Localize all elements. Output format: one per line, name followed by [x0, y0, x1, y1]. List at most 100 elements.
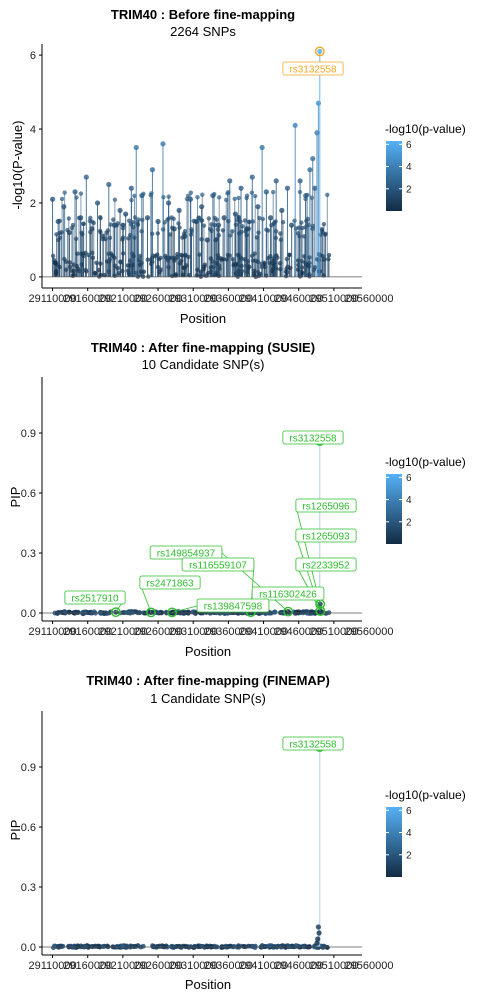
y-tick-label: 0.6: [21, 822, 36, 834]
y-tick-label: 0.9: [21, 428, 36, 440]
snp-points: [49, 48, 323, 277]
snp-point: [232, 196, 237, 202]
snp-label: rs116302426: [259, 590, 317, 601]
snp-point: [50, 253, 56, 259]
snp-point: [66, 229, 73, 236]
snp-point: [141, 269, 147, 274]
snp-point: [250, 944, 256, 949]
snp-point: [59, 196, 65, 202]
snp-label: rs2471863: [146, 579, 194, 590]
highlight-ring: [167, 607, 178, 618]
snp-point: [259, 144, 265, 151]
snp-label: rs149854937: [157, 549, 216, 560]
snp-point: [265, 228, 271, 233]
snp-point: [322, 257, 327, 262]
snp-point: [139, 192, 145, 199]
snp-point: [202, 262, 208, 267]
legend-title: -log10(p-value): [385, 788, 466, 802]
snp-point: [155, 218, 161, 225]
y-tick-label: 0.6: [21, 488, 36, 500]
x-tick-label: 29360000: [204, 626, 253, 638]
snp-point: [160, 141, 166, 147]
snp-point: [252, 268, 257, 274]
snp-point: [252, 193, 258, 199]
snp-point: [304, 218, 309, 224]
snp-point: [166, 194, 171, 199]
snp-point: [153, 253, 158, 259]
snp-point: [165, 200, 172, 206]
snp-point: [137, 262, 143, 267]
snp-point: [219, 944, 225, 949]
snp-point: [78, 191, 84, 196]
panel-finemap-title: TRIM40 : After fine-mapping (FINEMAP): [86, 673, 330, 688]
snp-point: [131, 224, 136, 230]
snp-point: [322, 232, 328, 237]
snp-label-box: [282, 430, 344, 445]
panel-finemap: TRIM40 : After fine-mapping (FINEMAP) 1 …: [8, 673, 466, 992]
snp-point: [237, 231, 242, 236]
snp-point: [100, 233, 106, 239]
snp-point: [171, 226, 177, 232]
snp-point: [312, 185, 318, 191]
snp-point: [227, 943, 233, 949]
snp-label-box: [295, 557, 357, 572]
x-tick-label: 29410000: [239, 960, 288, 972]
snp-point: [73, 236, 79, 241]
snp-point: [176, 221, 181, 226]
x-tick-label: 29460000: [274, 293, 323, 305]
x-tick-label: 29260000: [134, 960, 183, 972]
snp-point: [242, 218, 248, 223]
snp-label: rs116559107: [189, 561, 247, 572]
x-tick-label: 29110000: [28, 293, 76, 305]
panel-finemap-ylabel: PIP: [8, 820, 23, 841]
snp-point: [262, 261, 267, 266]
snp-point: [182, 233, 188, 239]
snp-point: [98, 214, 103, 220]
snp-point: [55, 218, 61, 225]
snp-label: rs1265096: [302, 502, 350, 513]
snp-point: [297, 178, 303, 184]
snp-point: [247, 219, 252, 225]
x-tick-label: 29310000: [169, 293, 218, 305]
snp-point: [121, 610, 127, 615]
x-tick-label: 29510000: [309, 293, 358, 305]
snp-point: [112, 197, 118, 202]
snp-point: [250, 219, 256, 224]
snp-point: [72, 609, 78, 615]
snp-point: [132, 193, 137, 198]
snp-point: [198, 269, 204, 274]
snp-point: [299, 225, 305, 231]
snp-point: [120, 237, 125, 242]
x-tick-label: 29210000: [98, 626, 147, 638]
snp-point: [177, 261, 183, 266]
snp-point: [94, 200, 101, 206]
snp-point: [263, 189, 269, 195]
snp-point: [250, 258, 256, 263]
panel-before-xlabel: Position: [180, 311, 226, 326]
snp-point: [278, 237, 284, 242]
snp-point: [186, 610, 191, 615]
snp-point: [307, 167, 313, 173]
snp-point: [162, 220, 167, 225]
snp-label-box: [64, 590, 126, 605]
snp-label-box: [181, 557, 255, 572]
legend-tick-label: 2: [406, 517, 412, 528]
highlight-ring: [146, 607, 156, 618]
x-tick-label: 29360000: [204, 293, 253, 305]
panel-before-subtitle: 2264 SNPs: [170, 24, 236, 39]
x-tick-label: 29260000: [134, 293, 183, 305]
snp-point: [326, 252, 332, 258]
snp-point: [206, 216, 212, 221]
snp-point: [239, 263, 244, 269]
snp-point: [238, 219, 243, 225]
snp-point: [210, 192, 216, 199]
y-tick-label: 0.0: [21, 942, 36, 954]
snp-points: [314, 744, 323, 947]
snp-point: [310, 156, 316, 162]
snp-label: rs139847598: [204, 602, 263, 613]
snp-point: [293, 226, 299, 231]
snp-label-box: [282, 61, 344, 76]
snp-point: [97, 228, 103, 234]
snp-label: rs3132558: [289, 434, 337, 445]
snp-point: [94, 260, 99, 266]
